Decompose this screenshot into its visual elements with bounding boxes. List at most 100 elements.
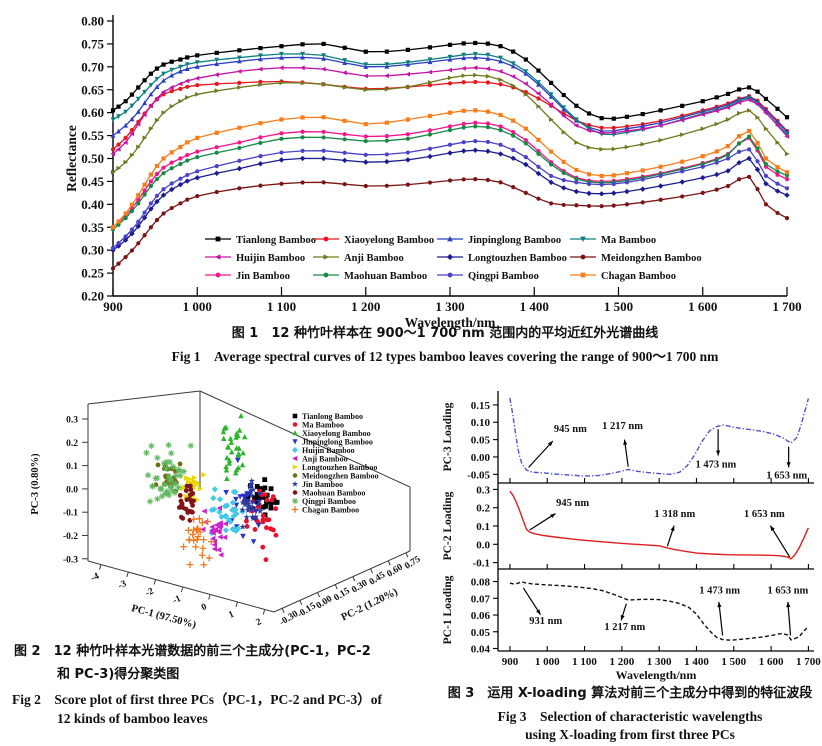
fig3-caption-en-line2: using X-loading from first three PCs: [525, 727, 735, 742]
svg-text:945 nm: 945 nm: [554, 424, 587, 435]
svg-text:0.1: 0.1: [476, 521, 490, 533]
svg-text:1 473 nm: 1 473 nm: [695, 459, 736, 470]
fig1-series: [110, 40, 790, 271]
svg-text:0.04: 0.04: [471, 643, 491, 655]
svg-text:0.06: 0.06: [471, 610, 491, 622]
fig2-caption-cn-line2: 和 PC-3)得分聚类图: [57, 667, 180, 682]
svg-text:1 500: 1 500: [604, 299, 633, 314]
svg-text:Xiaoyelong Bamboo: Xiaoyelong Bamboo: [344, 235, 434, 246]
svg-text:0.25: 0.25: [81, 266, 104, 281]
svg-text:900: 900: [103, 299, 123, 314]
svg-text:Tianlong Bamboo: Tianlong Bamboo: [236, 235, 316, 246]
svg-text:1 400: 1 400: [684, 656, 709, 668]
svg-text:Chagan Bamboo: Chagan Bamboo: [601, 271, 676, 282]
svg-text:Ma Bamboo: Ma Bamboo: [302, 421, 344, 430]
svg-text:931 nm: 931 nm: [529, 616, 562, 627]
svg-text:0.40: 0.40: [81, 197, 104, 212]
svg-text:-0.05: -0.05: [467, 469, 490, 481]
svg-text:Jinpinglong Bamboo: Jinpinglong Bamboo: [302, 438, 373, 447]
svg-text:Anji Bamboo: Anji Bamboo: [302, 455, 348, 464]
cluster-jin-bamboo: [239, 477, 264, 530]
svg-text:0.0: 0.0: [66, 485, 78, 495]
svg-text:PC-1 (97.50%): PC-1 (97.50%): [130, 603, 198, 631]
svg-text:1 300: 1 300: [647, 656, 672, 668]
svg-text:1 300: 1 300: [435, 299, 464, 314]
svg-text:Meidongzhen Bamboo: Meidongzhen Bamboo: [601, 253, 702, 264]
fig3-caption-en-line1: Fig 3 Selection of characteristic wavele…: [497, 709, 763, 724]
svg-text:1 473 nm: 1 473 nm: [699, 586, 740, 597]
svg-text:Meidongzhen Bamboo: Meidongzhen Bamboo: [302, 472, 379, 481]
svg-text:-0.1: -0.1: [473, 558, 490, 570]
series-jin-bamboo: [110, 120, 790, 230]
svg-text:Ma Bamboo: Ma Bamboo: [601, 235, 656, 246]
svg-text:0.65: 0.65: [81, 82, 104, 97]
cluster-anji-bamboo: [200, 505, 229, 558]
svg-text:0.08: 0.08: [471, 577, 491, 589]
fig1-axes: 0.20 0.25 0.30 0.35 0.40 0.45 0.50 0.55 0.60 0.65…: [64, 14, 802, 331]
series-ma-bamboo: [110, 51, 790, 138]
cluster-xiaoyelong-bamboo: [220, 412, 248, 481]
svg-text:Reflectance: Reflectance: [64, 125, 79, 192]
svg-text:0.20: 0.20: [81, 289, 104, 304]
svg-text:-0.1: -0.1: [63, 509, 78, 519]
svg-text:0.0: 0.0: [476, 539, 490, 551]
svg-text:Jinpinglong Bamboo: Jinpinglong Bamboo: [468, 235, 561, 246]
svg-text:PC-1 Loading: PC-1 Loading: [442, 575, 454, 644]
cluster-chagan-bamboo: [180, 515, 215, 569]
svg-text:1 000: 1 000: [183, 299, 212, 314]
svg-text:PC-3 Loading: PC-3 Loading: [442, 402, 454, 471]
fig1-caption-en: Fig 1 Average spectral curves of 12 type…: [171, 349, 719, 364]
svg-text:Huijin Bamboo: Huijin Bamboo: [236, 253, 305, 264]
fig3-panel-pc-3-loading: 0.15 0.10 0.05 0.00 -0.05 PC-3 Loading 945 nm 1…: [442, 397, 814, 484]
svg-text:1 217 nm: 1 217 nm: [604, 622, 645, 633]
svg-text:-1: -1: [171, 594, 183, 607]
svg-text:Chagan Bamboo: Chagan Bamboo: [302, 506, 359, 515]
svg-text:Anji Bamboo: Anji Bamboo: [344, 253, 404, 264]
series-huijin-bamboo: [110, 65, 790, 157]
svg-text:Jin Bamboo: Jin Bamboo: [236, 271, 290, 282]
cluster-maohuan-bamboo: [176, 483, 196, 523]
svg-text:-0.2: -0.2: [63, 532, 78, 542]
svg-text:0.2: 0.2: [66, 439, 78, 449]
svg-text:0.00: 0.00: [315, 594, 335, 611]
svg-text:945 nm: 945 nm: [556, 498, 589, 509]
svg-text:-2: -2: [144, 586, 156, 599]
svg-text:0.50: 0.50: [81, 151, 104, 166]
svg-text:1 200: 1 200: [609, 656, 634, 668]
svg-text:1 600: 1 600: [688, 299, 717, 314]
fig1-legend: Tianlong Bamboo Xiaoyelong Bamboo Jinpingl…: [205, 235, 702, 282]
fig3-panel-pc-1-loading: 0.08 0.07 0.06 0.05 0.04 PC-1 Loading 931 nm 1 …: [442, 575, 814, 655]
svg-text:0.45: 0.45: [81, 174, 104, 189]
svg-text:1 217 nm: 1 217 nm: [602, 421, 643, 432]
svg-text:1 600: 1 600: [759, 656, 784, 668]
svg-text:0.15: 0.15: [471, 400, 491, 412]
svg-text:Wavelength/nm: Wavelength/nm: [405, 315, 497, 330]
svg-text:1 653 nm: 1 653 nm: [767, 586, 808, 597]
svg-text:0.3: 0.3: [66, 416, 78, 426]
fig2-scatter: [143, 412, 280, 569]
svg-text:0.1: 0.1: [66, 462, 78, 472]
fig2-caption-cn-line1: 图 2 12 种竹叶样本光谱数据的前三个主成分(PC-1，PC-2: [14, 644, 371, 659]
svg-text:0.30: 0.30: [350, 578, 370, 595]
svg-text:1 700: 1 700: [796, 656, 821, 668]
svg-text:0.55: 0.55: [81, 128, 104, 143]
svg-text:1 000: 1 000: [535, 656, 560, 668]
series-qingpi-bamboo: [110, 138, 790, 250]
svg-text:1 653 nm: 1 653 nm: [744, 509, 785, 520]
cluster-qingpi-bamboo: [143, 442, 194, 505]
series-meidongzhen-bamboo: [110, 174, 790, 271]
svg-text:0.05: 0.05: [471, 435, 491, 447]
svg-text:2: 2: [255, 617, 264, 628]
svg-text:1 400: 1 400: [520, 299, 549, 314]
series-maohuan-bamboo: [110, 124, 790, 232]
svg-text:Qingpi Bamboo: Qingpi Bamboo: [302, 497, 356, 506]
svg-text:1 500: 1 500: [721, 656, 746, 668]
fig1-spectral-chart: 0.20 0.25 0.30 0.35 0.40 0.45 0.50 0.55 0.60 0.65…: [64, 14, 802, 331]
svg-text:Maohuan Bamboo: Maohuan Bamboo: [302, 489, 365, 498]
svg-text:0.75: 0.75: [403, 554, 423, 571]
svg-text:0.00: 0.00: [471, 452, 491, 464]
fig1-caption-cn: 图 1 12 种竹叶样本在 900～1 700 nm 范围内的平均近红外光谱曲线: [231, 326, 659, 341]
svg-text:0.3: 0.3: [476, 484, 490, 496]
svg-text:1 100: 1 100: [267, 299, 296, 314]
